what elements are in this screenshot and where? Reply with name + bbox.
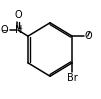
Text: O: O: [14, 10, 22, 20]
Text: N: N: [15, 25, 22, 35]
Text: O: O: [85, 31, 92, 41]
Text: Br: Br: [67, 73, 77, 83]
Text: +: +: [18, 26, 23, 30]
Text: −: −: [0, 25, 7, 34]
Text: O: O: [0, 25, 8, 35]
